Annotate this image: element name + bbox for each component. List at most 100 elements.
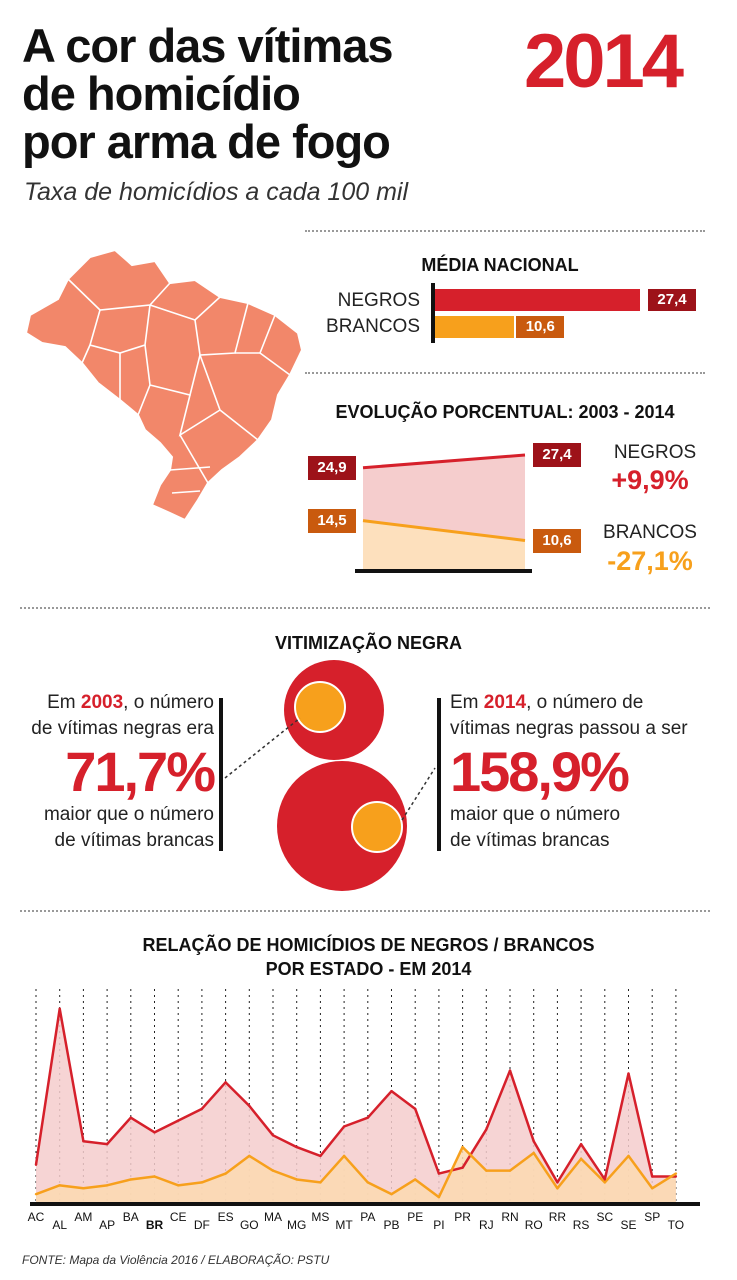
brancos-point-PA bbox=[366, 1181, 369, 1184]
vitimizacao-left-line3: maior que o número bbox=[43, 804, 214, 825]
tick-label-BA: BA bbox=[123, 1210, 139, 1224]
brancos-point-AP bbox=[105, 1184, 109, 1187]
media-nacional-title: MÉDIA NACIONAL bbox=[421, 255, 579, 275]
negros-line bbox=[34, 1007, 676, 1184]
evolucao-brancos-line bbox=[362, 519, 526, 542]
brancos-point-SP bbox=[651, 1187, 654, 1190]
brancos-point-TO bbox=[674, 1172, 678, 1175]
tick-label-CE: CE bbox=[170, 1210, 187, 1224]
negros-point-RS bbox=[579, 1142, 583, 1146]
circle-2003-brancos bbox=[294, 681, 346, 733]
media-bar-negros bbox=[435, 289, 640, 311]
tick-label-GO: GO bbox=[240, 1218, 259, 1232]
vitimizacao-left-year: 2003 bbox=[80, 692, 124, 713]
brancos-point-SC bbox=[603, 1181, 606, 1184]
media-value-negros: 27,4 bbox=[648, 289, 696, 311]
evolucao-title: EVOLUÇÃO PORCENTUAL: 2003 - 2014 bbox=[335, 402, 675, 422]
title-line-2: de homicídio bbox=[22, 67, 301, 120]
vitimizacao-right-text: Em 2014, o número de vítimas negras pass… bbox=[450, 690, 735, 854]
negros-point-TO bbox=[674, 1175, 678, 1178]
footer-source: FONTE: Mapa da Violência 2016 / ELABORAÇ… bbox=[22, 1253, 330, 1267]
title-line-3: por arma de fogo bbox=[22, 115, 391, 168]
evolucao-brancos-end: 10,6 bbox=[533, 528, 581, 553]
vitimizacao-right-line2: vítimas negras passou a ser bbox=[450, 718, 688, 739]
brancos-point-AL bbox=[58, 1184, 61, 1187]
evolucao-negros-change: +9,9% bbox=[611, 465, 689, 495]
brancos-point-PB bbox=[390, 1192, 393, 1196]
tick-label-SE: SE bbox=[620, 1218, 636, 1232]
brancos-point-MT bbox=[342, 1154, 346, 1158]
state-chart-title-line1: RELAÇÃO DE HOMICÍDIOS DE NEGROS / BRANCO… bbox=[142, 935, 595, 955]
divider-1 bbox=[305, 230, 705, 232]
evolucao-negros-end: 27,4 bbox=[533, 443, 581, 467]
vitimizacao-left-line4: de vítimas brancas bbox=[54, 830, 214, 851]
tick-label-AL: AL bbox=[52, 1218, 67, 1232]
tick-label-BR: BR bbox=[146, 1218, 164, 1232]
brancos-point-BR bbox=[153, 1175, 156, 1178]
evolucao-brancos-change: -27,1% bbox=[607, 546, 693, 576]
negros-point-RR bbox=[556, 1181, 559, 1184]
tick-label-TO: TO bbox=[668, 1218, 684, 1232]
vitimizacao-circles bbox=[224, 660, 436, 891]
negros-point-ES bbox=[224, 1081, 227, 1084]
evolucao-brancos-start: 14,5 bbox=[308, 508, 356, 533]
brancos-point-RR bbox=[556, 1187, 559, 1190]
vitimizacao-right-line1: Em 2014, o número de bbox=[450, 692, 644, 713]
brancos-point-PR bbox=[461, 1145, 464, 1149]
negros-point-AM bbox=[82, 1140, 85, 1143]
brancos-point-MS bbox=[319, 1181, 322, 1184]
tick-label-AC: AC bbox=[28, 1210, 45, 1224]
brancos-line bbox=[35, 1145, 677, 1199]
negros-point-PB bbox=[390, 1089, 393, 1093]
tick-label-PA: PA bbox=[360, 1210, 375, 1224]
brancos-point-ES bbox=[224, 1172, 227, 1175]
vitimizacao-right-bar bbox=[437, 698, 441, 851]
vitimizacao-left-text: Em 2003, o número de vítimas negras era … bbox=[18, 690, 216, 854]
negros-point-GO bbox=[248, 1104, 251, 1108]
vitimizacao-left-line2: de vítimas negras era bbox=[31, 718, 214, 739]
vitimizacao-right-pct: 158,9% bbox=[450, 740, 630, 803]
evolucao-brancos-label: BRANCOS bbox=[603, 522, 697, 543]
vitimizacao-left-bar bbox=[219, 698, 223, 851]
tick-label-DF: DF bbox=[194, 1218, 210, 1232]
negros-point-SE bbox=[627, 1072, 630, 1075]
vitimizacao-left-line1: Em 2003, o número bbox=[47, 692, 214, 713]
state-chart-title-line2: POR ESTADO - EM 2014 bbox=[265, 959, 472, 979]
negros-point-SC bbox=[603, 1178, 606, 1181]
divider-3 bbox=[20, 607, 710, 609]
evolucao-chart bbox=[355, 453, 532, 573]
tick-label-PB: PB bbox=[383, 1218, 399, 1232]
brancos-point-AM bbox=[82, 1187, 85, 1190]
brancos-point-CE bbox=[177, 1184, 180, 1187]
evolucao-negros-line bbox=[362, 453, 526, 470]
connector-right bbox=[401, 767, 436, 821]
negros-point-PI bbox=[437, 1172, 441, 1175]
state-chart-title: RELAÇÃO DE HOMICÍDIOS DE NEGROS / BRANCO… bbox=[0, 933, 737, 981]
vitimizacao-right-line4: de vítimas brancas bbox=[450, 830, 610, 851]
tick-label-RS: RS bbox=[573, 1218, 590, 1232]
vitimizacao-right-year: 2014 bbox=[483, 692, 527, 713]
title-line-1: A cor das vítimas bbox=[22, 19, 393, 72]
negros-point-PA bbox=[366, 1116, 369, 1119]
negros-point-MT bbox=[342, 1125, 346, 1128]
evolucao-negros-label: NEGROS bbox=[613, 442, 697, 463]
brancos-point-RJ bbox=[485, 1169, 488, 1172]
brancos-point-SE bbox=[627, 1154, 630, 1158]
negros-point-RJ bbox=[485, 1128, 488, 1131]
circle-2014-negros bbox=[277, 761, 407, 891]
tick-label-AP: AP bbox=[99, 1218, 115, 1232]
tick-label-PI: PI bbox=[433, 1218, 444, 1232]
negros-point-MG bbox=[295, 1145, 298, 1149]
negros-point-MA bbox=[271, 1134, 275, 1137]
vitimizacao-right-line3: maior que o número bbox=[450, 804, 621, 825]
subtitle: Taxa de homicídios a cada 100 mil bbox=[24, 178, 409, 206]
evolucao-brancos-area bbox=[363, 520, 525, 569]
media-axis bbox=[431, 283, 435, 343]
negros-point-SP bbox=[651, 1175, 654, 1178]
negros-point-AP bbox=[105, 1142, 109, 1146]
tick-label-RJ: RJ bbox=[479, 1218, 494, 1232]
tick-label-PE: PE bbox=[407, 1210, 423, 1224]
brancos-point-PI bbox=[437, 1195, 441, 1199]
brancos-point-BA bbox=[129, 1178, 132, 1181]
tick-label-PR: PR bbox=[454, 1210, 471, 1224]
